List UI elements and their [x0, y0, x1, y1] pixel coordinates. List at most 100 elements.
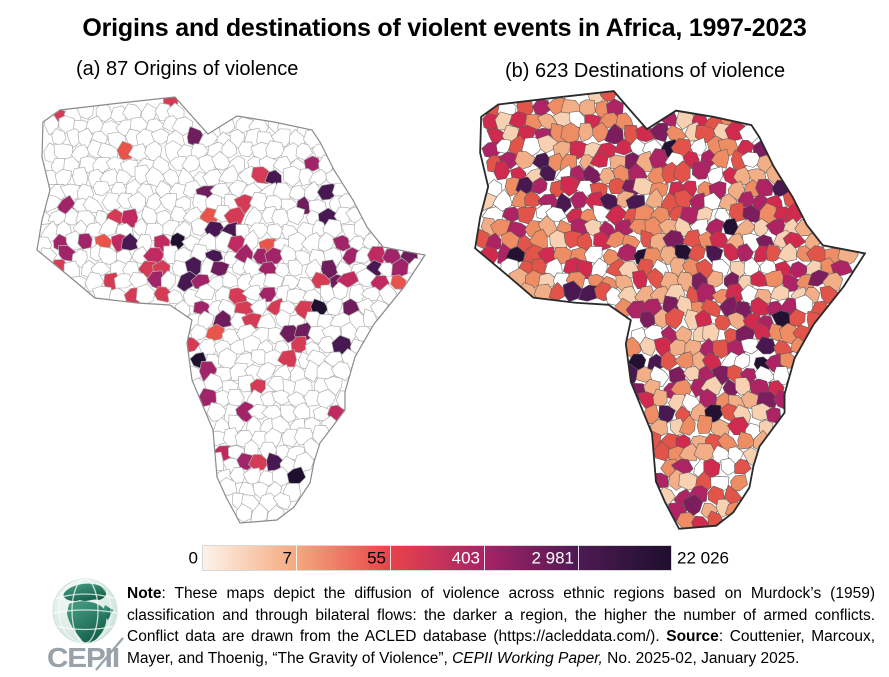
region-cell — [272, 492, 291, 511]
region-cell — [286, 288, 307, 305]
panel-a-label: (a) 87 Origins of violence — [76, 58, 299, 80]
region-cell — [614, 138, 633, 156]
note-segment: Source — [666, 628, 719, 645]
region-cell — [108, 287, 127, 309]
region-cell — [740, 338, 759, 355]
region-cell — [290, 336, 308, 354]
note-text: Note: These maps depict the diffusion of… — [127, 583, 875, 669]
panel-b-label: (b) 623 Destinations of violence — [505, 60, 786, 82]
region-cell — [707, 270, 724, 289]
region-cell — [72, 166, 89, 186]
colorbar-tick-label: 2 981 — [531, 548, 574, 568]
colorbar-gradient — [202, 545, 672, 571]
region-cell — [316, 183, 339, 201]
region-cell — [532, 99, 551, 116]
region-cell — [190, 324, 211, 343]
region-cell — [160, 270, 176, 290]
region-cell — [390, 274, 407, 290]
region-cell — [545, 206, 568, 222]
region-cell — [560, 175, 580, 197]
region-cell — [250, 502, 268, 523]
colorbar-legend: 0 7 55 403 2 981 22 026 — [189, 545, 729, 571]
region-cell — [714, 314, 732, 331]
region-cell — [207, 430, 226, 446]
region-cell — [264, 246, 283, 265]
region-cell — [578, 122, 595, 143]
destinations-map — [474, 90, 867, 530]
region-cell — [222, 271, 241, 289]
region-cell — [616, 190, 635, 209]
region-cell — [730, 474, 748, 492]
region-cell — [95, 101, 114, 123]
region-cell — [740, 151, 762, 168]
africa-coastline — [474, 90, 867, 530]
region-cell — [237, 141, 255, 158]
note-segment: : These maps depict the diffusion of vio… — [127, 585, 875, 645]
colorbar-tick — [390, 545, 391, 571]
region-cell — [493, 161, 511, 181]
region-cell — [751, 402, 771, 421]
region-cell — [678, 414, 696, 436]
africa-coastline — [36, 96, 426, 524]
region-cell — [91, 285, 112, 305]
colorbar-tick — [296, 545, 297, 571]
region-cell — [691, 160, 712, 180]
region-cell — [77, 233, 93, 250]
colorbar-tick-label: 7 — [282, 548, 292, 568]
colorbar-tick — [578, 545, 579, 571]
region-cell — [330, 361, 352, 382]
region-cell — [153, 286, 174, 303]
region-cell — [660, 350, 679, 371]
region-cell — [235, 503, 253, 523]
region-cell — [769, 284, 790, 301]
region-cell — [127, 191, 146, 214]
region-cell — [709, 230, 728, 248]
note-segment: No. 2025-02, January 2025. — [602, 649, 800, 667]
colorbar-tick-label: 403 — [451, 548, 480, 568]
region-cell — [508, 111, 527, 129]
region-cell — [286, 206, 305, 226]
region-cell — [589, 151, 609, 168]
region-cell — [167, 289, 185, 305]
region-cell — [632, 269, 648, 290]
region-cell — [135, 283, 156, 306]
colorbar-tick — [484, 545, 485, 571]
region-cell — [678, 471, 699, 491]
region-cell — [737, 431, 757, 450]
region-cell — [777, 242, 797, 262]
note-segment: CEPII Working Paper, — [452, 649, 603, 667]
colorbar-tick-label: 55 — [367, 548, 386, 568]
region-cell — [652, 388, 668, 408]
region-cell — [58, 115, 75, 134]
ethnic-region-cells — [37, 97, 425, 523]
region-cell — [604, 123, 624, 145]
region-cell — [235, 116, 254, 133]
region-cell — [332, 234, 351, 252]
region-cell — [221, 139, 238, 159]
globe-icon: CEPII — [47, 578, 124, 671]
region-cell — [258, 286, 277, 303]
region-cell — [194, 283, 216, 300]
region-cell — [649, 122, 669, 143]
figure-title: Origins and destinations of violent even… — [82, 14, 807, 42]
region-cell — [92, 180, 111, 196]
region-cell — [203, 372, 224, 394]
region-cell — [696, 414, 713, 434]
region-cell — [90, 261, 112, 276]
cepii-logo: CEPII — [47, 578, 124, 671]
ethnic-region-cells — [475, 91, 859, 529]
region-cell — [530, 176, 548, 195]
region-cell — [733, 352, 751, 370]
origins-map — [36, 96, 426, 524]
region-cell — [710, 148, 730, 169]
region-cell — [755, 336, 777, 355]
note-segment: Note — [127, 585, 162, 602]
region-cell — [235, 400, 256, 423]
note-segment: : Couttenier, Marcoux, Mayer, and Thoeni… — [127, 628, 876, 667]
region-cell — [705, 245, 724, 263]
region-cell — [150, 128, 170, 145]
region-cell — [113, 273, 135, 289]
region-cell — [303, 155, 323, 172]
region-cell — [218, 164, 239, 184]
